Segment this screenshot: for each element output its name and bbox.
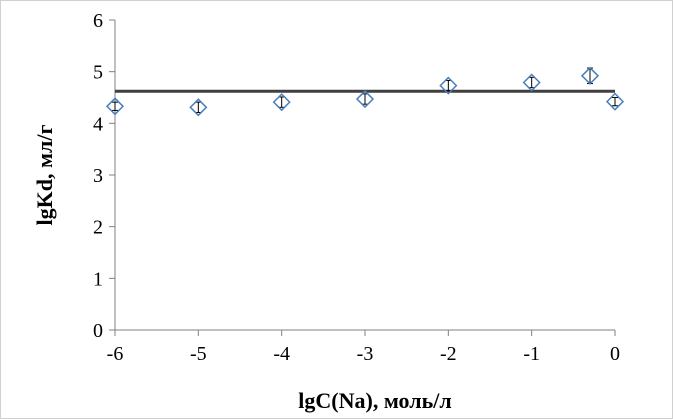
- y-ticks: 0 1 2 3 4 5 6: [93, 10, 115, 342]
- x-axis-title: lgC(Na), моль/л: [298, 388, 451, 413]
- data-point: [189, 98, 208, 117]
- x-ticks: -6 -5 -4 -3 -2 -1 0: [107, 330, 620, 365]
- x-tick-label: -5: [190, 343, 207, 365]
- x-tick-label: -2: [440, 343, 457, 365]
- y-tick-label: 0: [93, 320, 103, 342]
- x-tick-label: -3: [357, 343, 374, 365]
- y-tick-label: 4: [93, 113, 103, 135]
- data-point: [439, 76, 458, 95]
- data-point: [605, 92, 625, 111]
- data-point: [105, 97, 125, 116]
- data-point: [580, 66, 600, 85]
- axes: [114, 20, 615, 331]
- data-point: [272, 93, 291, 112]
- y-tick-label: 3: [93, 165, 103, 187]
- data-point: [355, 89, 375, 109]
- x-tick-label: 0: [610, 343, 620, 365]
- y-tick-label: 1: [93, 268, 103, 290]
- y-tick-label: 2: [93, 217, 103, 239]
- data-points: [105, 66, 625, 117]
- y-tick-label: 6: [93, 10, 103, 32]
- x-tick-label: -1: [523, 343, 540, 365]
- data-point: [522, 73, 541, 92]
- y-axis-title: lgKd, мл/г: [32, 125, 57, 226]
- x-tick-label: -4: [273, 343, 290, 365]
- x-tick-label: -6: [107, 343, 124, 365]
- y-tick-label: 5: [93, 62, 103, 84]
